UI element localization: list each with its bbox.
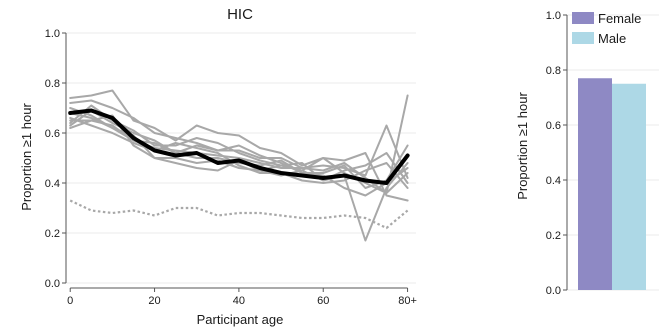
axes bbox=[62, 32, 409, 292]
axes bbox=[563, 14, 568, 291]
legend-swatch-male bbox=[572, 32, 594, 44]
tick-labels: 0.0 0.2 0.4 0.6 0.8 1.0 0 20 40 60 80+ bbox=[45, 28, 417, 307]
y-axis-title: Proportion ≥1 hour bbox=[19, 103, 34, 211]
bars bbox=[578, 78, 646, 290]
chart-title: HIC bbox=[227, 6, 253, 23]
y-tick-label: 0.8 bbox=[546, 65, 561, 77]
x-tick-label: 40 bbox=[233, 295, 245, 307]
x-tick-label: 60 bbox=[317, 295, 329, 307]
y-tick-label: 0.0 bbox=[546, 285, 561, 297]
series-line-overall bbox=[68, 108, 410, 185]
y-tick-label: 1.0 bbox=[546, 10, 561, 22]
series-line bbox=[69, 99, 409, 179]
legend: Female Male bbox=[572, 11, 641, 46]
y-axis-title: Proportion ≥1 hour bbox=[515, 92, 530, 200]
series-lines bbox=[68, 89, 410, 242]
legend-label-male: Male bbox=[598, 31, 626, 46]
x-axis-title: Participant age bbox=[197, 312, 284, 327]
y-tick-label: 0.2 bbox=[546, 230, 561, 242]
y-tick-label: 1.0 bbox=[45, 28, 60, 40]
bar-chart-gender: 0.0 0.2 0.4 0.6 0.8 1.0 Female Male Proportion… bbox=[515, 10, 659, 297]
bar-female bbox=[578, 78, 612, 290]
tick-labels: 0.0 0.2 0.4 0.6 0.8 1.0 bbox=[546, 10, 561, 297]
x-tick-label: 20 bbox=[148, 295, 160, 307]
y-tick-label: 0.4 bbox=[45, 178, 60, 190]
legend-label-female: Female bbox=[598, 11, 641, 26]
line-chart-hic: 0.0 0.2 0.4 0.6 0.8 1.0 0 20 40 60 80+ HIC Partici… bbox=[19, 6, 417, 327]
x-tick-label: 80+ bbox=[398, 295, 417, 307]
y-tick-label: 0.8 bbox=[45, 78, 60, 90]
y-tick-label: 0.0 bbox=[45, 278, 60, 290]
y-tick-label: 0.2 bbox=[45, 228, 60, 240]
series-line-dotted bbox=[69, 199, 409, 230]
y-tick-label: 0.6 bbox=[546, 120, 561, 132]
x-tick-label: 0 bbox=[67, 295, 73, 307]
legend-swatch-female bbox=[572, 12, 594, 24]
y-tick-label: 0.4 bbox=[546, 175, 561, 187]
y-tick-label: 0.6 bbox=[45, 128, 60, 140]
bar-male bbox=[612, 83, 646, 290]
series-line bbox=[69, 104, 409, 202]
